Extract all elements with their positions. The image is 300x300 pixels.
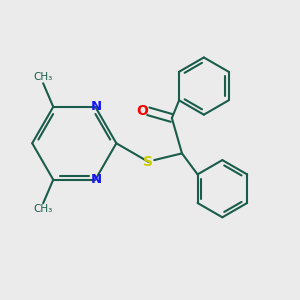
Text: N: N bbox=[91, 173, 102, 186]
Text: CH₃: CH₃ bbox=[34, 204, 53, 214]
Text: N: N bbox=[91, 100, 102, 113]
Text: CH₃: CH₃ bbox=[34, 72, 53, 82]
Text: S: S bbox=[143, 155, 153, 169]
Text: O: O bbox=[136, 104, 148, 118]
